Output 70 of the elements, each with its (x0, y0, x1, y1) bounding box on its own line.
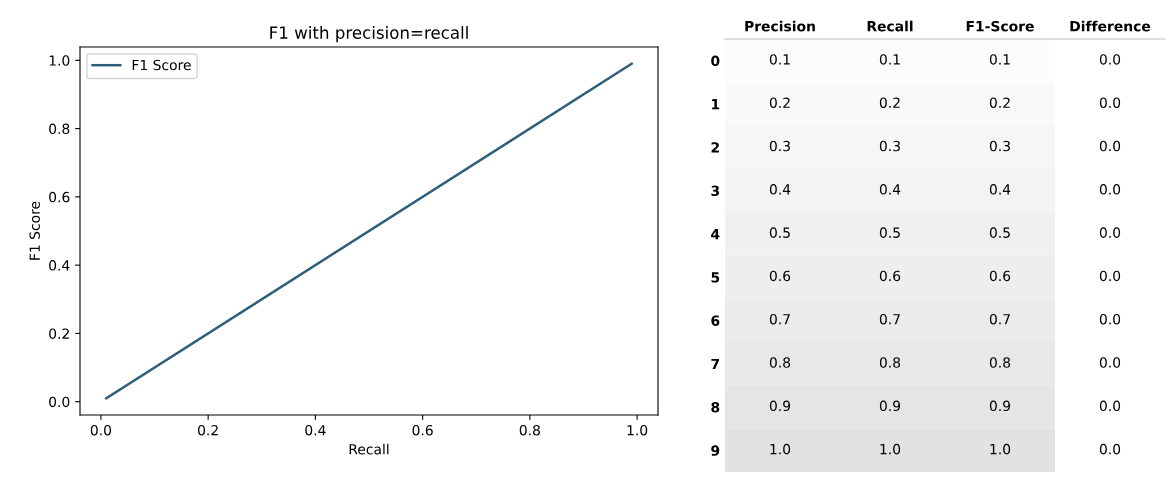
x-tick-label: Recall (867, 20, 913, 32)
data-label: 0.0 (1099, 54, 1121, 65)
data-label: 0.5 (879, 227, 900, 238)
data-label: 0.2 (989, 97, 1010, 108)
x-tick-label: F1-Score (966, 20, 1034, 32)
data-label: 0.9 (989, 400, 1011, 412)
x-tick-label: 0.6 (412, 424, 433, 436)
y-tick-label: 0.4 (49, 260, 70, 271)
x-tick-label: Precision (745, 20, 815, 32)
y-tick-label: 0 (711, 55, 720, 67)
data-label: 0.0 (1099, 313, 1121, 325)
legend-label: F1 Score (132, 59, 191, 71)
data-label: 0.9 (879, 400, 901, 412)
y-tick-label: 0.2 (49, 328, 69, 339)
data-label: 0.4 (879, 184, 901, 195)
y-axis-title: F1 Score (29, 201, 40, 260)
data-label: 0.3 (769, 140, 790, 152)
data-label: 0.7 (879, 313, 900, 325)
data-label: 0.8 (879, 357, 901, 368)
y-tick-label: 9 (711, 445, 720, 456)
y-tick-label: 0.0 (49, 396, 70, 408)
data-label: 0.0 (1099, 357, 1121, 368)
data-label: 0.4 (989, 184, 1011, 195)
y-tick-label: 6 (711, 315, 720, 326)
data-label: 0.0 (1099, 270, 1121, 282)
x-tick-label: 0.4 (305, 424, 326, 436)
x-axis-title: Recall (349, 443, 389, 455)
y-tick-label: 2 (711, 142, 719, 153)
data-label: 0.1 (769, 54, 790, 65)
data-label: 0.8 (769, 357, 791, 368)
y-tick-label: 4 (711, 229, 720, 240)
x-tick-label: 0.0 (90, 424, 112, 436)
data-label: 0.1 (989, 54, 1010, 65)
data-label: 0.1 (879, 54, 900, 65)
data-label: 0.0 (1099, 443, 1121, 455)
data-label: 0.0 (1099, 227, 1121, 238)
data-label: 0.3 (879, 140, 900, 152)
y-tick-label: 1 (712, 99, 720, 110)
data-label: 1.0 (770, 443, 791, 455)
y-tick-label: 8 (711, 402, 720, 413)
x-tick-label: 0.2 (198, 424, 218, 436)
data-label: 0.5 (989, 227, 1010, 238)
x-tick-label: Difference (1070, 20, 1151, 32)
x-tick-label: 0.8 (519, 424, 540, 436)
data-label: 0.9 (769, 400, 791, 412)
data-label: 0.0 (1099, 97, 1121, 108)
data-label: 0.0 (1099, 184, 1121, 195)
data-label: 0.7 (989, 313, 1010, 325)
data-label: 0.4 (769, 184, 791, 195)
data-label: 0.6 (769, 270, 791, 282)
data-label: 1.0 (880, 443, 901, 455)
data-label: 0.6 (879, 270, 901, 282)
data-label: 1.0 (990, 443, 1011, 455)
y-tick-label: 0.6 (49, 191, 70, 203)
data-label: 0.5 (769, 227, 790, 238)
chart-title: F1 with precision=recall (270, 26, 468, 43)
x-tick-label: 1.0 (627, 424, 648, 436)
data-label: 0.2 (769, 97, 790, 108)
y-tick-label: 5 (711, 272, 720, 283)
data-label: 0.3 (989, 140, 1010, 152)
data-label: 0.0 (1099, 140, 1121, 152)
y-tick-label: 1.0 (49, 55, 70, 66)
data-label: 0.8 (989, 357, 1011, 368)
data-label: 0.2 (879, 97, 900, 108)
data-label: 0.6 (989, 270, 1011, 282)
y-tick-label: 3 (711, 185, 720, 197)
y-tick-label: 7 (711, 358, 720, 370)
data-label: 0.0 (1099, 400, 1121, 412)
y-tick-label: 0.8 (49, 123, 70, 135)
data-label: 0.7 (769, 313, 790, 325)
